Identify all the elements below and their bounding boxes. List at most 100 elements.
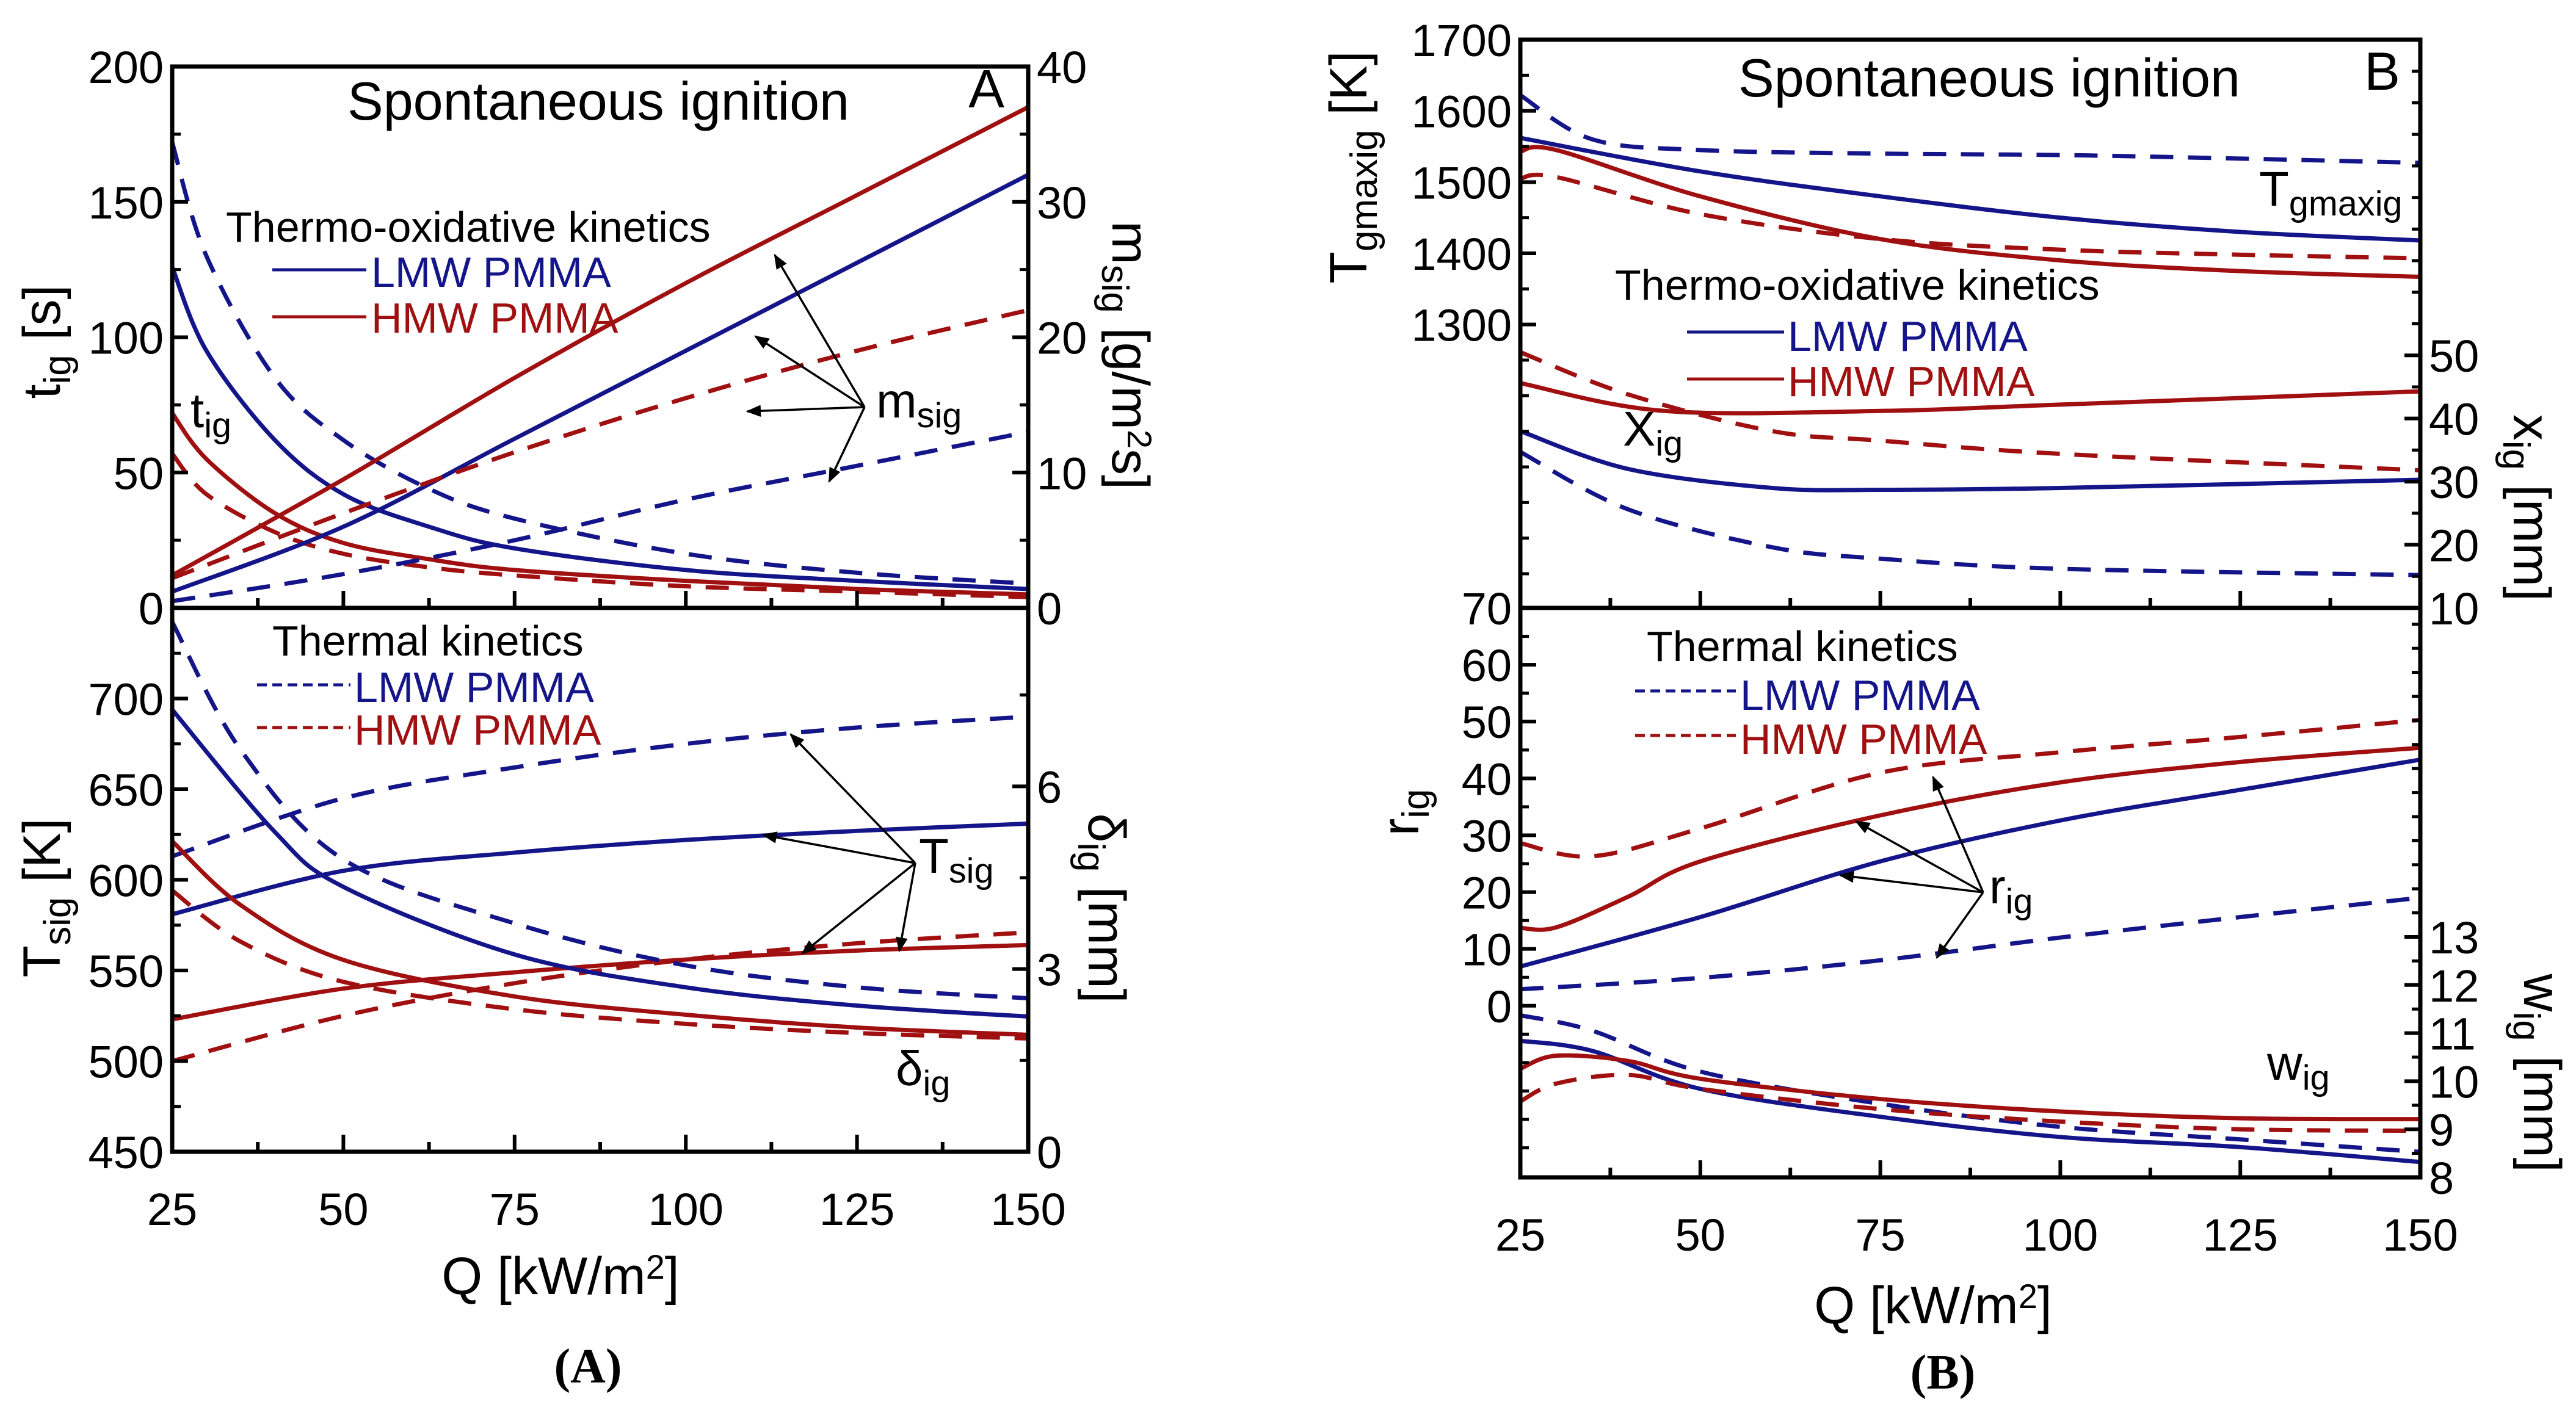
right-axis-tick-label: 10: [1037, 448, 1087, 499]
label-part: ig: [37, 355, 79, 384]
left-axis-tick-label: 50: [114, 448, 164, 499]
label-part: r: [1989, 859, 2006, 914]
right-axis-tick-label: 10: [2429, 1057, 2479, 1107]
x-axis-tick-label: 150: [990, 1184, 1065, 1235]
label-part: [mm]: [1077, 872, 1136, 1003]
label-part: ig: [1395, 789, 1437, 818]
x-axis-label: Q [kW/m2]: [1814, 1276, 2052, 1335]
left-axis-tick-label: 1500: [1411, 157, 1512, 208]
left-axis-tick-label: 40: [1462, 754, 1512, 804]
label-part: ]: [2037, 1276, 2052, 1335]
left-axis-tick-label: 150: [89, 178, 164, 228]
right-axis-tick-label: 40: [1037, 42, 1087, 93]
x-axis-tick-label: 50: [1675, 1210, 1725, 1260]
annotation-arrow: [789, 733, 916, 864]
series-line-r-ig-hmw-thermo-oxidative: [1520, 745, 2420, 932]
series-line-t-gmaxig-hmw-thermal: [1520, 172, 2420, 261]
legend-label-hmw: HMW PMMA: [371, 294, 619, 342]
panel-caption: (A): [554, 1340, 622, 1393]
series-line-delta-ig-hmw-thermo-oxidative: [172, 839, 1028, 1037]
label-part: ]: [665, 1247, 680, 1306]
curve-annotation: Xig: [1623, 402, 1683, 463]
annotation-arrow: [1854, 820, 1984, 894]
panel-title: Spontaneous ignition: [1738, 48, 2240, 108]
series-line-w-ig-hmw-thermal: [1520, 1072, 2420, 1133]
x-axis-tick-label: 100: [648, 1184, 723, 1235]
series-line-m-sig-hmw-thermal: [172, 308, 1028, 580]
annotation-arrow: [761, 831, 916, 864]
series-line-w-ig-hmw-thermo-oxidative: [1520, 1053, 2420, 1122]
x-axis-tick-label: 75: [490, 1184, 540, 1235]
label-part: ig: [923, 1064, 951, 1103]
label-part: ig: [2006, 882, 2033, 921]
left-axis-tick-label: 70: [1462, 584, 1512, 634]
x-axis-tick-label: 150: [2382, 1210, 2458, 1260]
series-line-r-ig-hmw-thermal: [1520, 717, 2420, 859]
right-axis-tick-label: 13: [2429, 912, 2479, 963]
panel-corner-label: A: [968, 59, 1004, 119]
right-axis-tick-label: 6: [1037, 762, 1062, 812]
left-axis-tick-label: 500: [89, 1037, 164, 1088]
curve-annotation: Tsig: [919, 829, 994, 891]
label-part: t: [13, 384, 71, 399]
series-line-delta-ig-lmw-thermo-oxidative: [172, 708, 1028, 1019]
right-axis-label: xig [mm]: [2495, 414, 2561, 601]
x-axis-tick-label: 25: [1495, 1210, 1545, 1260]
label-part: ig: [2505, 1011, 2547, 1041]
series-line-delta-ig-hmw-thermal: [172, 889, 1028, 1041]
left-axis-tick-label: 600: [89, 856, 164, 906]
annotation-arrow: [1932, 775, 1984, 893]
label-part: sig: [917, 396, 962, 435]
legend-title: Thermo-oxidative kinetics: [226, 203, 711, 251]
right-axis-tick-label: 30: [1037, 178, 1087, 228]
legend-label-lmw: LMW PMMA: [1788, 313, 2028, 360]
label-part: 2: [646, 1248, 665, 1286]
right-axis-tick-label: 50: [2429, 331, 2479, 381]
left-axis-tick-label: 30: [1462, 811, 1512, 861]
left-axis-tick-label: 100: [89, 313, 164, 364]
left-axis-tick-label: 1400: [1411, 229, 1512, 280]
x-axis-tick-label: 25: [147, 1184, 197, 1235]
annotation-arrow: [801, 862, 916, 955]
label-part: gmaxig: [2289, 184, 2403, 223]
label-part: Q [kW/m: [441, 1247, 645, 1306]
right-axis-label: δig [mm]: [1070, 813, 1136, 1003]
x-axis-tick-label: 100: [2023, 1210, 2098, 1260]
right-axis-label: msig [g/m2s]: [1094, 221, 1159, 490]
label-part: s]: [1101, 449, 1159, 490]
annotation-arrow: [1838, 870, 1984, 894]
left-axis-tick-label: 450: [89, 1127, 164, 1178]
left-axis-tick-label: 20: [1462, 868, 1512, 919]
series-line-x-ig-hmw-thermal: [1520, 350, 2420, 472]
label-part: sig: [1094, 265, 1136, 313]
annotation-arrow: [1936, 891, 1984, 959]
left-axis-label: tig [s]: [13, 285, 79, 399]
right-axis-tick-label: 3: [1037, 945, 1062, 995]
annotation-arrow: [774, 253, 866, 408]
right-axis-tick-label: 11: [2429, 1009, 2476, 1060]
label-part: 2: [2019, 1277, 2037, 1315]
right-axis-tick-label: 40: [2429, 394, 2479, 445]
right-axis-tick-label: 20: [2429, 521, 2479, 571]
annotation-arrow: [746, 405, 865, 417]
legend-label-hmw: HMW PMMA: [1788, 358, 2035, 405]
x-axis-tick-label: 125: [2202, 1210, 2277, 1260]
label-part: x: [2502, 414, 2561, 441]
panel-corner-label: B: [2364, 41, 2400, 101]
label-part: δ: [896, 1041, 923, 1096]
left-axis-tick-label: 60: [1462, 640, 1512, 691]
series-line-t-sig-hmw-thermo-oxidative: [172, 942, 1028, 1022]
series-line-x-ig-lmw-thermo-oxidative: [1520, 429, 2420, 493]
label-part: ig: [1070, 842, 1112, 872]
legend-title: Thermo-oxidative kinetics: [1615, 261, 2100, 309]
curve-annotation: rig: [1989, 859, 2033, 921]
series-line-t-ig-hmw-thermo-oxidative: [172, 411, 1028, 597]
label-part: ig: [204, 406, 231, 445]
